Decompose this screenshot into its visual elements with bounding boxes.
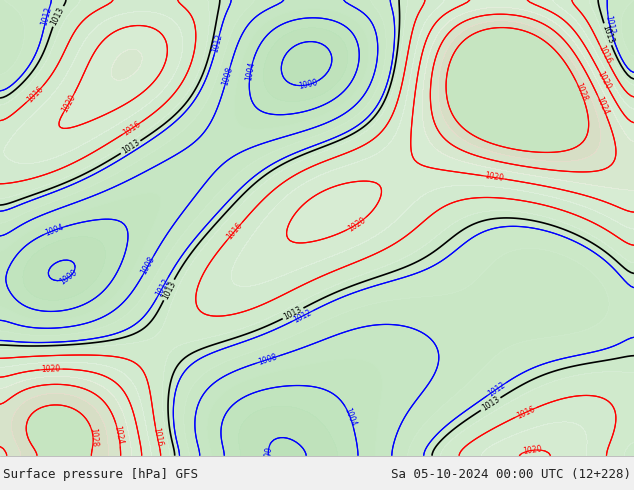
Text: 1020: 1020 <box>522 444 542 456</box>
Text: 1016: 1016 <box>25 84 45 104</box>
Text: 1013: 1013 <box>283 305 304 322</box>
Text: 1004: 1004 <box>342 406 358 427</box>
Text: 1020: 1020 <box>484 172 504 183</box>
Text: 1004: 1004 <box>245 61 257 81</box>
Text: Sa 05-10-2024 00:00 UTC (12+228): Sa 05-10-2024 00:00 UTC (12+228) <box>391 468 631 481</box>
Text: 1016: 1016 <box>151 427 164 448</box>
Text: 1012: 1012 <box>154 277 171 298</box>
Text: 1028: 1028 <box>573 81 588 102</box>
Text: 1024: 1024 <box>112 425 125 445</box>
Text: 1016: 1016 <box>225 221 244 242</box>
Text: 1012: 1012 <box>292 308 313 324</box>
Text: 1016: 1016 <box>122 119 143 137</box>
Text: 1013: 1013 <box>600 24 615 45</box>
Text: 1000: 1000 <box>58 268 79 287</box>
Text: 1012: 1012 <box>210 33 224 54</box>
Text: 1016: 1016 <box>515 404 536 420</box>
Text: 1013: 1013 <box>160 279 178 300</box>
Text: 1016: 1016 <box>596 44 613 66</box>
Text: 1020: 1020 <box>60 93 77 114</box>
Text: 1012: 1012 <box>40 5 54 26</box>
Text: 1000: 1000 <box>262 445 274 466</box>
Text: 1012: 1012 <box>604 15 616 35</box>
Text: 1020: 1020 <box>346 215 367 233</box>
Text: 1013: 1013 <box>480 395 501 413</box>
Text: 1013: 1013 <box>120 138 141 156</box>
Text: 1013: 1013 <box>49 5 66 26</box>
Text: 1028: 1028 <box>87 427 98 447</box>
Text: 1008: 1008 <box>139 255 157 276</box>
Text: 1020: 1020 <box>41 365 61 374</box>
Text: Surface pressure [hPa] GFS: Surface pressure [hPa] GFS <box>3 468 198 481</box>
Text: 1020: 1020 <box>595 70 612 91</box>
Text: 1024: 1024 <box>594 95 610 116</box>
Text: 1012: 1012 <box>486 380 507 398</box>
Text: 1000: 1000 <box>297 78 318 91</box>
Text: 1008: 1008 <box>257 352 278 367</box>
Text: 1008: 1008 <box>221 65 235 86</box>
Text: 1004: 1004 <box>44 222 65 238</box>
